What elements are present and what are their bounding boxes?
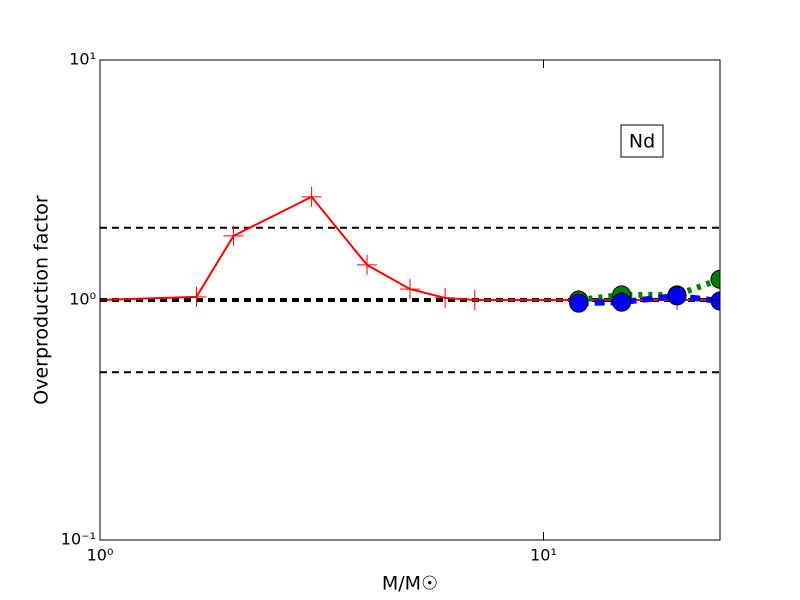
annotation-box (620, 124, 664, 158)
series-line (578, 292, 720, 307)
x-tick-label: 10¹ (530, 546, 557, 565)
data-point (710, 291, 720, 311)
data-point (435, 287, 456, 308)
data-point (223, 225, 244, 246)
x-axis-label: M/M☉ (382, 573, 438, 595)
data-point (357, 254, 378, 275)
y-tick-label: 10⁰ (69, 290, 96, 309)
x-tick-label: 10⁰ (87, 546, 114, 565)
data-point (464, 290, 485, 310)
data-point (667, 286, 687, 306)
series-line (578, 276, 720, 303)
data-point (612, 292, 632, 312)
data-point (301, 186, 322, 207)
data-point (710, 269, 720, 289)
data-point (186, 286, 207, 307)
data-point (569, 293, 589, 313)
annotation: Nd (629, 131, 655, 153)
data-point (400, 279, 420, 300)
y-tick-label: 10⁻¹ (61, 530, 96, 549)
y-axis-label: Overproduction factor (31, 195, 53, 405)
y-tick-label: 10¹ (69, 50, 96, 69)
